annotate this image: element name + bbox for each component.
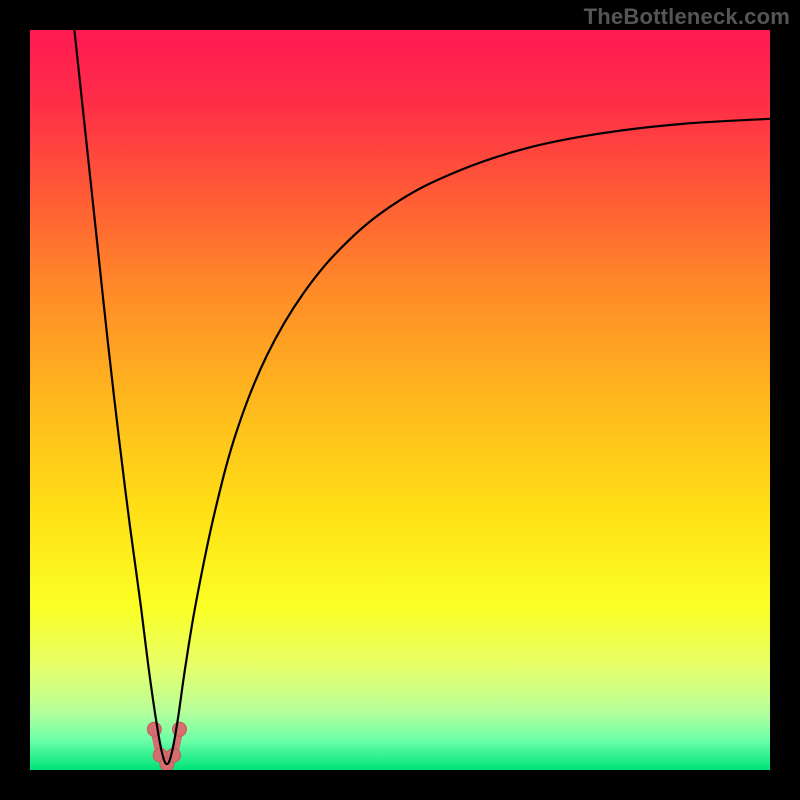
plot-background <box>30 30 770 770</box>
figure-root: TheBottleneck.com <box>0 0 800 800</box>
chart-svg <box>0 0 800 800</box>
watermark-text: TheBottleneck.com <box>584 4 790 30</box>
